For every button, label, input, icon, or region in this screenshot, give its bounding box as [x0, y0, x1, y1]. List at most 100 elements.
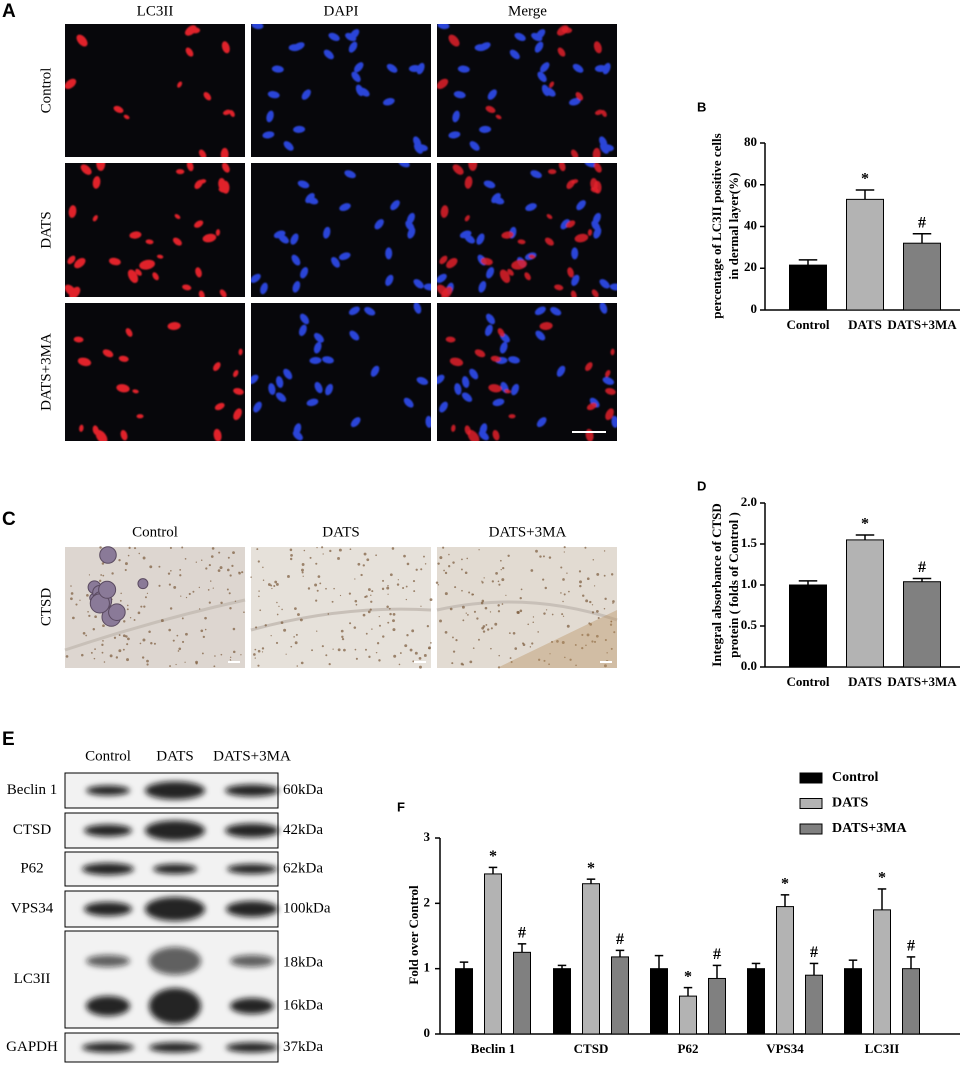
- stain-dot: [181, 617, 184, 620]
- micrograph: [437, 163, 617, 297]
- image-background: [251, 547, 431, 668]
- image-background: [251, 303, 431, 441]
- stain-dot: [177, 650, 180, 652]
- stain-dot: [101, 651, 104, 654]
- stain-dot: [254, 657, 256, 659]
- panel-letter: A: [2, 1, 16, 22]
- nucleus: [474, 44, 487, 52]
- stain-dot: [603, 608, 606, 610]
- bar: [789, 264, 827, 311]
- stain-dot: [175, 663, 177, 666]
- lc3-signal: [177, 81, 183, 88]
- nucleus: [275, 392, 287, 402]
- lc3-signal: [96, 163, 106, 171]
- lc3-signal: [221, 41, 230, 54]
- nucleus: [283, 141, 294, 151]
- band: [226, 1042, 278, 1053]
- nucleus: [386, 63, 398, 73]
- lc3-signal: [214, 402, 225, 411]
- stain-dot: [505, 594, 507, 596]
- legend-swatch: [799, 823, 823, 835]
- stain-dot: [388, 607, 391, 610]
- stain-dot: [142, 638, 146, 642]
- nucleus: [485, 313, 495, 325]
- stain-dot: [81, 653, 84, 657]
- stain-dot: [332, 648, 334, 650]
- stain-dot: [144, 596, 147, 599]
- stain-dot: [179, 568, 182, 571]
- nucleus: [266, 110, 274, 123]
- stain-dot: [314, 583, 318, 587]
- y-tick-label: 1.5: [741, 535, 758, 550]
- stain-dot: [88, 614, 91, 617]
- lc3-signal: [490, 355, 501, 362]
- micrograph: [437, 303, 617, 441]
- significance-mark: *: [684, 968, 692, 985]
- lc3-signal: [202, 233, 217, 243]
- significance-mark: #: [713, 946, 721, 963]
- stain-dot: [270, 635, 272, 637]
- stain-dot: [220, 601, 223, 605]
- stain-dot: [99, 546, 102, 549]
- stain-dot: [86, 594, 89, 597]
- stain-dot: [415, 568, 418, 571]
- stain-dot: [368, 655, 371, 659]
- stain-dot: [362, 613, 366, 617]
- lc3-signal: [467, 429, 480, 441]
- protein-label: VPS34: [11, 900, 54, 916]
- stain-dot: [207, 589, 210, 591]
- nucleus: [425, 415, 431, 428]
- nucleus: [407, 227, 416, 239]
- bar: [873, 909, 891, 1035]
- lc3-signal: [587, 229, 593, 236]
- bar: [679, 995, 697, 1035]
- nucleus: [328, 32, 340, 41]
- lc3-signal: [199, 179, 207, 184]
- lc3-signal: [213, 362, 221, 371]
- nucleus: [349, 29, 360, 40]
- nucleus: [299, 313, 309, 325]
- band: [84, 824, 132, 837]
- stain-dot: [184, 557, 187, 560]
- stain-dot: [532, 621, 535, 624]
- nucleus: [290, 233, 299, 245]
- nucleus: [535, 29, 546, 40]
- y-tick-label: 2: [424, 894, 431, 909]
- nucleus: [611, 415, 617, 428]
- nucleus: [351, 71, 361, 83]
- stain-dot: [562, 615, 565, 617]
- lc3-signal: [548, 169, 557, 175]
- stain-dot: [232, 650, 236, 654]
- nucleus: [301, 89, 311, 100]
- lc3-signal: [480, 257, 493, 266]
- stain-dot: [180, 595, 182, 597]
- nucleus: [592, 212, 601, 225]
- stain-dot: [333, 587, 335, 590]
- stain-dot: [560, 566, 563, 569]
- stain-dot: [397, 579, 399, 581]
- stain-dot: [563, 593, 566, 596]
- stain-dot: [70, 592, 74, 595]
- lc3-signal: [495, 114, 502, 120]
- stain-dot: [257, 560, 260, 563]
- lc3-signal: [185, 47, 194, 57]
- tissue-boundary: [64, 598, 246, 652]
- stain-dot: [232, 551, 235, 555]
- stain-dot: [103, 661, 106, 663]
- stain-dot: [181, 546, 184, 549]
- stain-dot: [509, 657, 512, 660]
- nucleus: [461, 392, 473, 402]
- band: [230, 998, 274, 1014]
- stain-dot: [548, 556, 552, 559]
- stain-dot: [444, 630, 448, 634]
- stain-dot: [211, 547, 215, 550]
- stain-dot: [294, 607, 297, 610]
- band: [82, 1042, 134, 1053]
- band: [226, 901, 278, 917]
- nucleus: [416, 377, 429, 385]
- legend-label: DATS: [832, 796, 869, 811]
- stain-dot: [338, 548, 342, 552]
- stain-dot: [489, 611, 492, 613]
- stain-dot: [146, 592, 149, 594]
- kda-label: 37kDa: [283, 1039, 323, 1055]
